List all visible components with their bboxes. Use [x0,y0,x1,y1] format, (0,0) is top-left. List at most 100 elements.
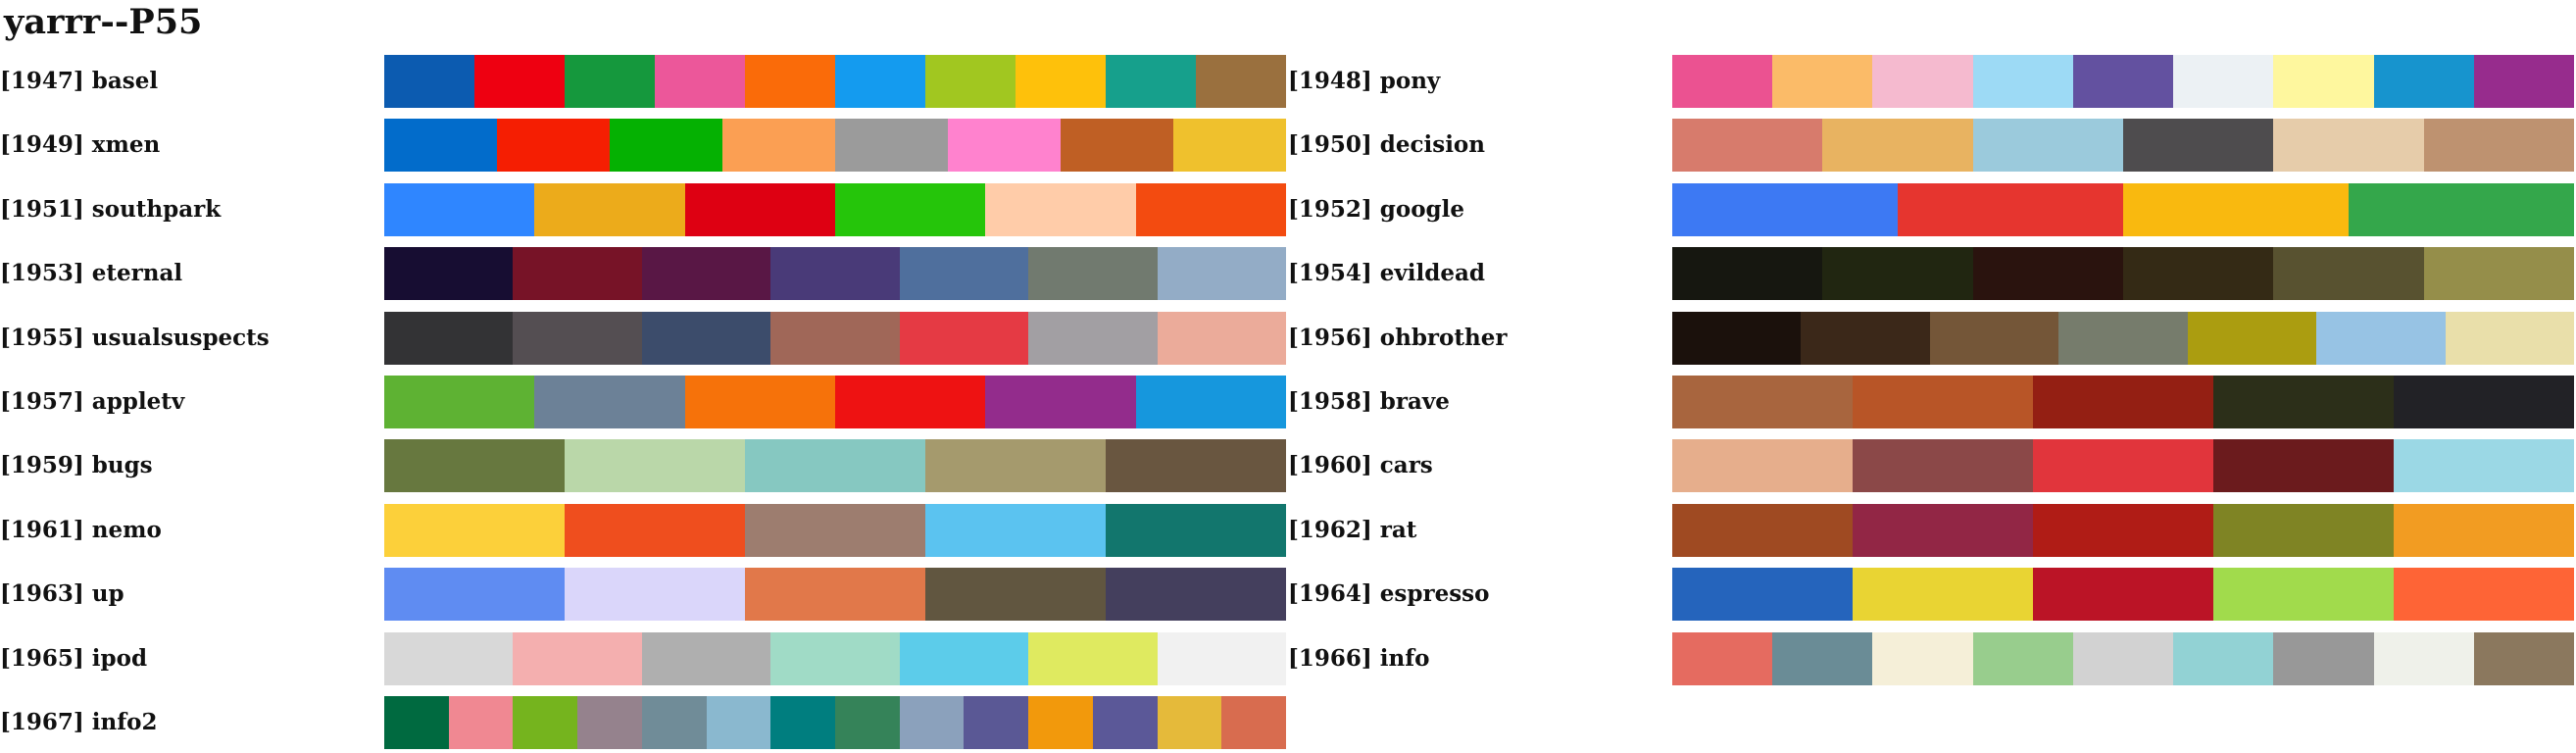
color-swatch [2033,503,2213,557]
color-swatch [2273,119,2424,173]
color-swatch [835,119,948,173]
color-swatch [641,247,771,301]
color-swatch [1972,247,2123,301]
color-swatch [384,311,514,365]
palette-label: [1948] pony [1288,68,1441,94]
color-swatch [1106,55,1196,108]
color-swatch [513,311,642,365]
palette-swatch-strip [1672,119,2574,173]
palette-label: [1960] cars [1288,452,1433,479]
palette-label: [1965] ipod [0,644,148,672]
color-swatch [2273,631,2374,685]
color-swatch [384,696,449,749]
palette-label: [1957] appletv [0,388,185,415]
palette-swatch-strip [1672,503,2574,557]
color-swatch [1853,376,2033,428]
color-swatch [641,311,771,365]
color-swatch [745,503,925,557]
color-swatch [513,247,642,301]
color-swatch [985,376,1136,428]
color-swatch [925,55,1016,108]
color-swatch [1772,631,1873,685]
color-swatch [2122,247,2274,301]
color-swatch [1672,182,1898,236]
color-swatch [2033,439,2213,493]
palette-label: [1950] decision [1288,131,1485,159]
palette-row: [1956] ohbrother [1288,311,2574,365]
color-swatch [745,55,835,108]
palette-row: [1950] decision [1288,119,2574,173]
color-swatch [1872,631,1973,685]
color-swatch [1972,119,2123,173]
palette-swatch-strip [1672,568,2574,622]
palette-swatch-strip [384,439,1286,493]
color-swatch [2473,55,2574,108]
color-swatch [1972,631,2073,685]
color-swatch [1157,311,1286,365]
color-swatch [2122,119,2274,173]
color-swatch [384,568,565,622]
color-swatch [565,439,745,493]
palette-label: [1953] eternal [0,260,183,287]
color-swatch [610,119,722,173]
color-swatch [577,696,642,749]
color-swatch [384,182,535,236]
color-swatch [2213,376,2394,428]
color-swatch [1106,503,1286,557]
palette-row: [1958] brave [1288,376,2574,428]
color-swatch [2173,55,2274,108]
color-swatch [2394,439,2574,493]
color-swatch [1672,119,1823,173]
color-swatch [2033,376,2213,428]
color-swatch [384,55,474,108]
palette-swatch-strip [1672,182,2574,236]
color-swatch [384,631,514,685]
palette-swatch-strip [1672,311,2574,365]
color-swatch [2273,247,2424,301]
color-swatch [1173,119,1286,173]
palette-swatch-strip [384,503,1286,557]
color-swatch [2394,376,2574,428]
palette-swatch-strip [384,631,1286,685]
palette-swatch-strip [384,568,1286,622]
color-swatch [474,55,565,108]
color-swatch [2445,311,2574,365]
color-swatch [2473,631,2574,685]
color-swatch [1672,311,1802,365]
color-swatch [1672,247,1823,301]
color-swatch [2349,182,2574,236]
color-swatch [2213,568,2394,622]
color-swatch [899,696,965,749]
color-swatch [1853,503,2033,557]
color-swatch [655,55,745,108]
color-swatch [384,247,514,301]
color-swatch [1822,247,1973,301]
color-swatch [1221,696,1287,749]
color-swatch [534,376,685,428]
color-swatch [1135,376,1286,428]
color-swatch [1135,182,1286,236]
palette-label: [1952] google [1288,195,1465,223]
page-title: yarrr--P55 [4,2,203,42]
palette-swatch-strip [1672,439,2574,493]
color-swatch [770,631,900,685]
palette-label: [1954] evildead [1288,260,1485,287]
palette-row: [1955] usualsuspects [0,311,1286,365]
color-swatch [2394,568,2574,622]
color-swatch [513,696,578,749]
color-swatch [497,119,610,173]
color-swatch [1157,631,1286,685]
color-swatch [770,247,900,301]
color-swatch [985,182,1136,236]
palette-row: [1964] espresso [1288,568,2574,622]
palette-label: [1961] nemo [0,516,162,543]
color-swatch [2316,311,2446,365]
color-swatch [2373,631,2474,685]
palette-swatch-strip [384,696,1287,749]
color-swatch [1016,55,1106,108]
color-swatch [1872,55,1973,108]
color-swatch [2123,182,2349,236]
color-swatch [925,503,1106,557]
color-swatch [1972,55,2073,108]
palette-row: [1959] bugs [0,439,1286,493]
